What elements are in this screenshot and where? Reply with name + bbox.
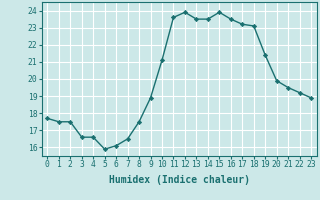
X-axis label: Humidex (Indice chaleur): Humidex (Indice chaleur) — [109, 175, 250, 185]
